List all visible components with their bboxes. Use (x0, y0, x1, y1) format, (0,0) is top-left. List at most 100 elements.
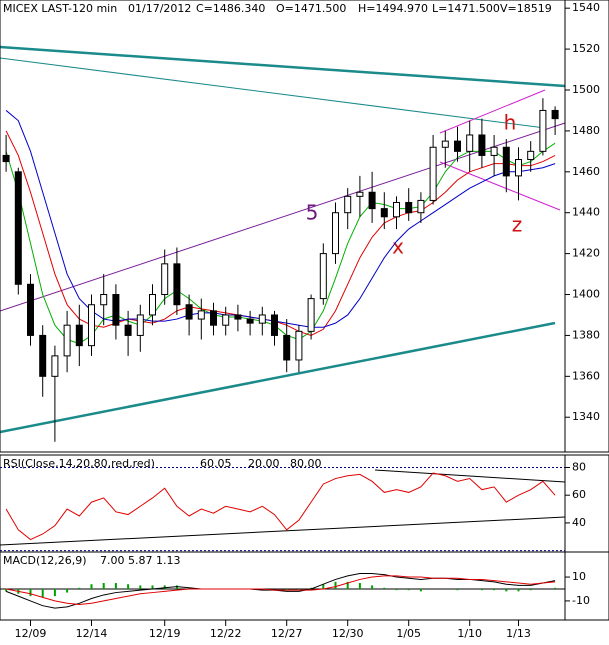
y-tick-label: 60 (572, 488, 586, 501)
candle-body (417, 199, 425, 214)
trendline (0, 57, 546, 129)
panel-header: O=1471.500 (276, 2, 346, 15)
trendline (374, 469, 566, 483)
panel-header: 20.00 (248, 457, 280, 470)
x-tick-label: 12/22 (210, 627, 242, 640)
candle-body (246, 318, 254, 324)
y-tick-label: 40 (572, 516, 586, 529)
trendline (0, 516, 566, 546)
candle-body (441, 140, 449, 148)
candle-body (222, 314, 230, 326)
wave-label: z (512, 213, 523, 237)
candle-body (14, 171, 22, 285)
candle-body (100, 294, 108, 306)
series-line (5, 130, 556, 336)
trendline (439, 161, 561, 211)
panel-header: 5.87 (128, 554, 153, 567)
y-tick-label: 1520 (572, 42, 600, 55)
y-tick-label: 1500 (572, 83, 600, 96)
trendline (0, 321, 556, 434)
y-tick-label: 1420 (572, 247, 600, 260)
y-tick-label: 1380 (572, 328, 600, 341)
candle-body (551, 109, 559, 120)
candle-body (515, 159, 522, 177)
candle-body (380, 208, 388, 218)
candle-body (393, 201, 400, 218)
y-tick-label: 1440 (572, 206, 600, 219)
candle-body (429, 146, 437, 201)
candle-body (307, 298, 315, 332)
series-line (5, 110, 556, 328)
panel-header: 7.00 (100, 554, 125, 567)
x-tick-label: 12/14 (76, 627, 108, 640)
series-line (5, 142, 556, 345)
candle-body (405, 201, 413, 214)
candle-body (332, 212, 339, 255)
candle-body (112, 294, 120, 326)
candle-body (234, 314, 242, 320)
candle-body (51, 355, 59, 377)
candle-body (161, 263, 169, 296)
x-tick-label: 1/13 (506, 627, 531, 640)
panel-header: C=1486.340 (196, 2, 265, 15)
x-tick-label: 12/27 (271, 627, 303, 640)
candle-body (88, 304, 95, 347)
panel-header: 1.13 (156, 554, 181, 567)
candle-body (344, 195, 352, 214)
series-line (5, 472, 556, 541)
panel-header: 80.00 (290, 457, 322, 470)
panel-header: MICEX LAST-120 min (3, 2, 117, 15)
candle-body (368, 191, 376, 210)
candle-body (539, 109, 547, 152)
x-tick-label: 12/09 (15, 627, 47, 640)
candle-body (502, 146, 510, 177)
x-tick-label: 1/10 (457, 627, 482, 640)
candle-body (149, 294, 156, 316)
trendline (0, 122, 566, 312)
panel-header: RSI(Close,14,20,80,red,red) (3, 457, 155, 470)
panel-header: V=18519 (500, 2, 552, 15)
series-line (6, 575, 556, 605)
candle-body (136, 314, 144, 336)
candle-body (258, 314, 266, 324)
candle-body (527, 150, 535, 161)
panel-header: H=1494.970 (358, 2, 428, 15)
candle-body (63, 324, 71, 357)
candle-body (283, 334, 291, 361)
candle-body (75, 324, 83, 347)
candle-body (197, 310, 205, 320)
y-tick-label: 80 (572, 460, 586, 473)
candle-body (454, 140, 461, 152)
trendline (439, 89, 546, 134)
candle-body (27, 283, 34, 336)
y-tick-label: 1360 (572, 369, 600, 382)
candle-body (173, 263, 181, 306)
candle-body (319, 253, 327, 300)
panel-header: L=1471.500 (432, 2, 500, 15)
y-tick-label: 1460 (572, 165, 600, 178)
x-tick-label: 1/05 (396, 627, 421, 640)
candle-body (2, 154, 10, 163)
wave-label: h (504, 111, 517, 135)
y-tick-label: 1340 (572, 410, 600, 423)
x-tick-label: 12/19 (149, 627, 181, 640)
candle-body (356, 191, 364, 197)
candle-body (185, 304, 193, 320)
trendlines (0, 45, 566, 546)
panel-header: 01/17/2012 (128, 2, 191, 15)
candle-body (295, 330, 303, 361)
y-tick-label: 10 (572, 570, 586, 583)
wave-label: x (392, 235, 404, 259)
panel-header: MACD(12,26,9) (3, 554, 87, 567)
candle-body (478, 134, 486, 156)
candle-body (271, 314, 278, 336)
y-tick-label: 1400 (572, 288, 600, 301)
trendline (0, 45, 566, 88)
y-tick-label: 1480 (572, 124, 600, 137)
y-tick-label: -10 (572, 594, 590, 607)
series-line (5, 572, 556, 609)
candle-body (124, 324, 132, 336)
panel-header: 60.05 (200, 457, 232, 470)
candle-body (39, 334, 47, 377)
